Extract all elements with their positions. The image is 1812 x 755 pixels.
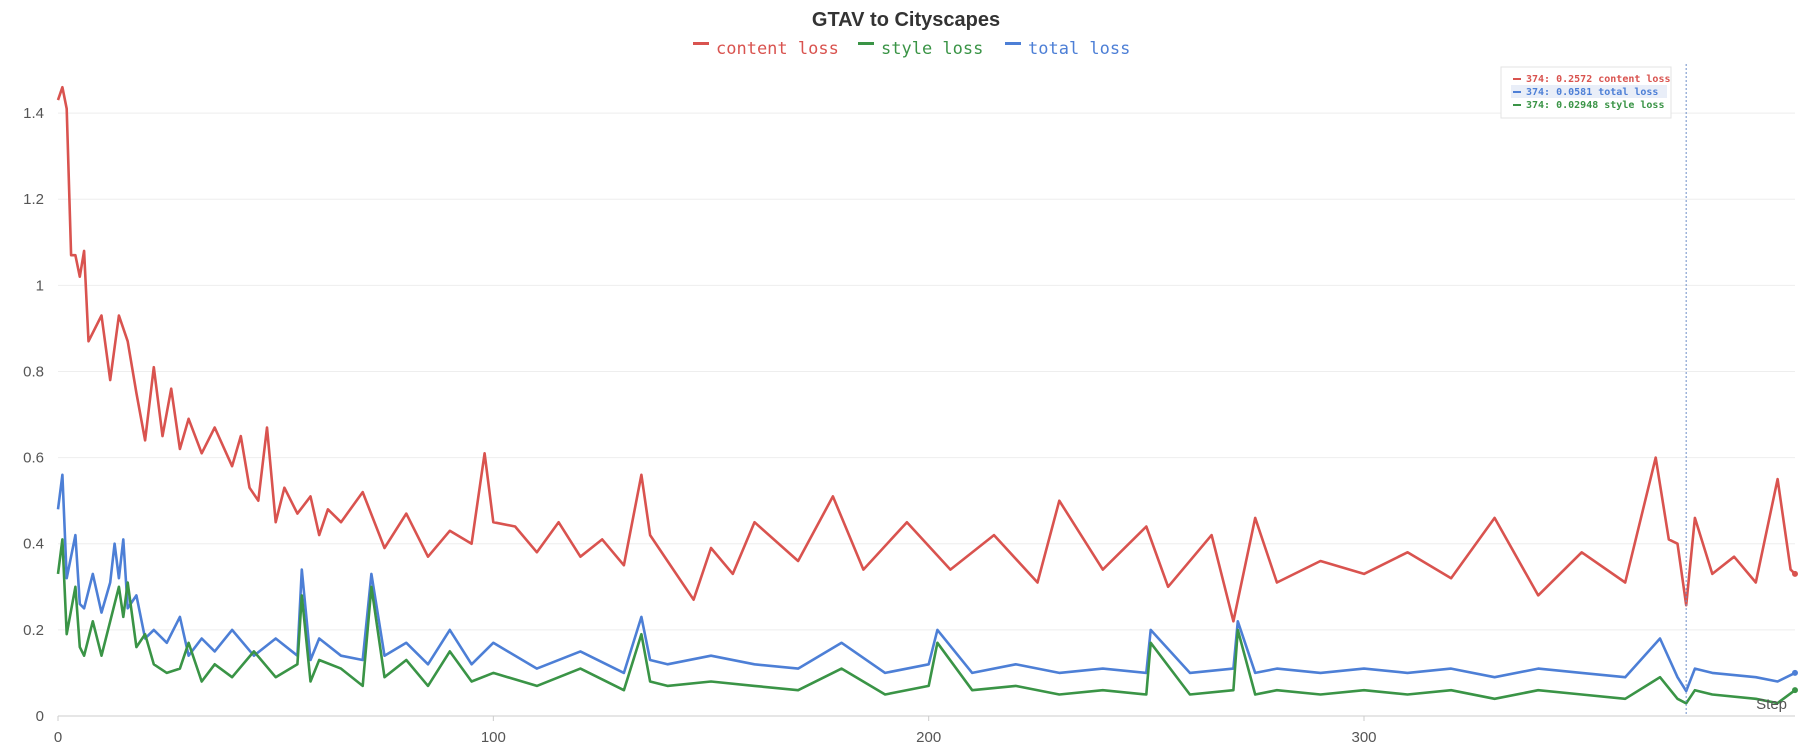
series-layer: [56, 85, 1798, 705]
x-tick-label: 200: [916, 729, 941, 746]
x-tick-label: 100: [481, 729, 506, 746]
y-tick-label: 1.2: [23, 191, 44, 208]
y-tick-label: 0.2: [23, 622, 44, 639]
series-end-point-style-loss: [1792, 687, 1798, 694]
legend-swatch-total-loss: [1005, 42, 1021, 45]
y-tick-label: 0: [36, 708, 44, 725]
x-tick-label: 0: [54, 729, 62, 746]
y-tick-label: 0.8: [23, 363, 44, 380]
legend-swatch-style-loss: [858, 42, 874, 45]
tooltip-highlight: [1511, 85, 1667, 98]
tooltip-swatch: [1513, 78, 1521, 80]
series-line-total-loss: [56, 473, 1796, 693]
y-tick-label: 1.4: [23, 105, 44, 122]
y-tick-label: 1: [36, 277, 44, 294]
x-axis: 0 100 200 300: [54, 716, 1377, 746]
legend-item-style-loss[interactable]: style loss: [858, 39, 983, 59]
tooltip-row: 374: 0.02948 style loss: [1526, 100, 1664, 111]
legend-item-total-loss[interactable]: total loss: [1005, 39, 1130, 59]
series-line-content-loss: [56, 85, 1796, 623]
legend-label-style-loss: style loss: [881, 39, 983, 59]
x-axis-label: Step: [1756, 696, 1787, 713]
series-end-point-total-loss: [1792, 669, 1798, 676]
series-end-point-content-loss: [1792, 570, 1798, 577]
y-axis: 0 0.2 0.4 0.6 0.8 1 1.2 1.4: [23, 105, 44, 725]
legend-item-content-loss[interactable]: content loss: [693, 39, 839, 59]
tooltip-swatch: [1513, 104, 1521, 106]
tooltip-swatch: [1513, 91, 1521, 93]
x-tick-label: 300: [1351, 729, 1376, 746]
legend-label-content-loss: content loss: [716, 39, 839, 59]
tooltip-row: 374: 0.0581 total loss: [1526, 87, 1658, 98]
legend: content loss style loss total loss: [693, 39, 1130, 59]
hover-tooltip: 374: 0.2572 content loss 374: 0.0581 tota…: [1500, 66, 1672, 119]
chart-title: GTAV to Cityscapes: [812, 9, 1000, 31]
y-tick-label: 0.4: [23, 536, 44, 553]
y-gridlines: [58, 112, 1795, 631]
tooltip-row: 374: 0.2572 content loss: [1526, 74, 1671, 85]
y-tick-label: 0.6: [23, 450, 44, 467]
legend-swatch-content-loss: [693, 42, 709, 45]
legend-label-total-loss: total loss: [1028, 39, 1130, 59]
series-line-style-loss: [56, 538, 1796, 705]
